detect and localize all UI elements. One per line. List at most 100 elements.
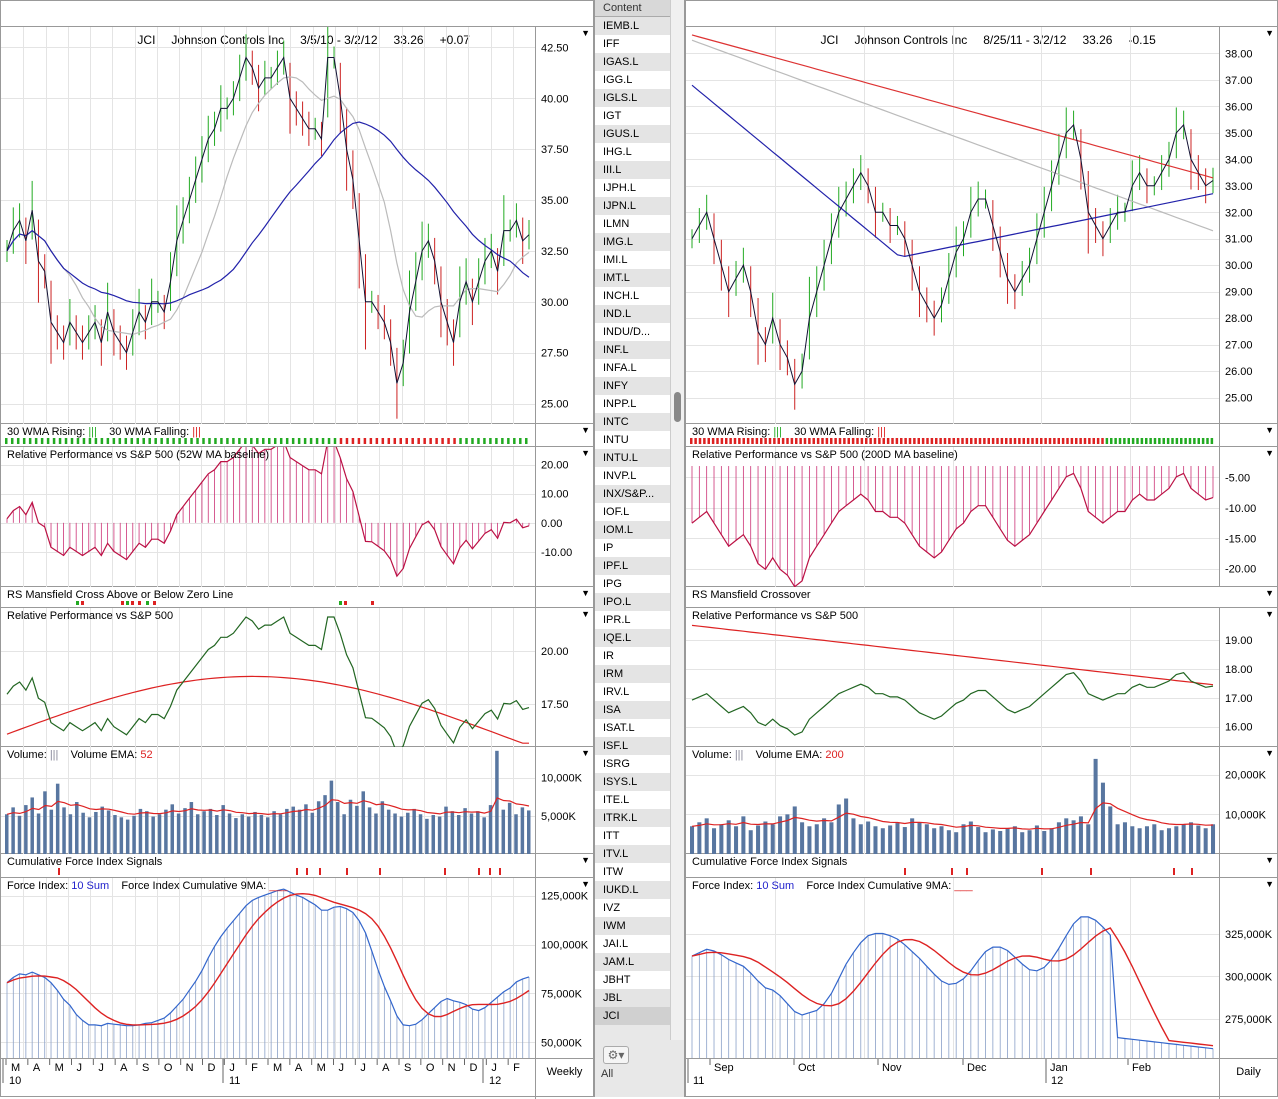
wma-panel[interactable]: 30 WMA Rising: ||| 30 WMA Falling: ||| ▼ xyxy=(686,424,1277,447)
symbol-list-item[interactable]: INTU.L xyxy=(595,449,671,467)
wma-panel[interactable]: 30 WMA Rising: ||| 30 WMA Falling: ||| ▼ xyxy=(1,424,593,447)
symbol-list-item[interactable]: IVZ xyxy=(595,899,671,917)
symbol-list-item[interactable]: INFA.L xyxy=(595,359,671,377)
chevron-down-icon[interactable]: ▼ xyxy=(581,425,590,435)
chevron-down-icon[interactable]: ▼ xyxy=(1265,855,1274,865)
symbol-list-item[interactable]: IGAS.L xyxy=(595,53,671,71)
symbol-list-item[interactable]: INTC xyxy=(595,413,671,431)
symbol-list-item[interactable]: IMT.L xyxy=(595,269,671,287)
symbol-list-item[interactable]: INTU xyxy=(595,431,671,449)
symbol-list-item[interactable]: ISRG xyxy=(595,755,671,773)
chevron-down-icon[interactable]: ▼ xyxy=(1265,879,1274,889)
symbol-list-item[interactable]: IND.L xyxy=(595,305,671,323)
symbol-list-item[interactable]: JCI xyxy=(595,1007,671,1025)
symbol-list-item[interactable]: ITW xyxy=(595,863,671,881)
symbol-list[interactable]: Content IEMB.L IFF IGAS.L IGG.L IGLS.L IGT IGU… xyxy=(595,0,671,1025)
symbol-list-item[interactable]: IOM.L xyxy=(595,521,671,539)
symbol-list-item[interactable]: ITRK.L xyxy=(595,809,671,827)
symbol-list-item[interactable]: INF.L xyxy=(595,341,671,359)
chevron-down-icon[interactable]: ▼ xyxy=(581,609,590,619)
volume-panel[interactable]: Volume: ||| Volume EMA: 200 ▼ 20,000K 10,… xyxy=(686,747,1277,854)
symbol-list-item[interactable]: IGG.L xyxy=(595,71,671,89)
symbol-list-item[interactable]: IPR.L xyxy=(595,611,671,629)
cfi-signals-panel[interactable]: Cumulative Force Index Signals ▼ xyxy=(1,854,593,878)
symbol-list-item[interactable]: ITE.L xyxy=(595,791,671,809)
symbol-list-item[interactable]: IMI.L xyxy=(595,251,671,269)
price-panel[interactable]: ▼ 42.50 40.00 37.50 35.00 32.50 30.00 27.50 25.… xyxy=(1,27,593,424)
symbol-list-item[interactable]: IGLS.L xyxy=(595,89,671,107)
symbol-list-item[interactable]: IWM xyxy=(595,917,671,935)
wma-mark xyxy=(882,438,885,444)
symbol-list-item[interactable]: INFY xyxy=(595,377,671,395)
symbol-list-item[interactable]: IPF.L xyxy=(595,557,671,575)
chevron-down-icon[interactable]: ▼ xyxy=(581,28,590,38)
symbol-list-item[interactable]: IRM xyxy=(595,665,671,683)
symbol-list-item[interactable]: IJPN.L xyxy=(595,197,671,215)
symbol-list-item[interactable]: III.L xyxy=(595,161,671,179)
symbol-list-item[interactable]: IGUS.L xyxy=(595,125,671,143)
symbol-list-item[interactable]: IMG.L xyxy=(595,233,671,251)
relperf-panel[interactable]: Relative Performance vs S&P 500 ▼ 19.00 1… xyxy=(686,608,1277,747)
chevron-down-icon[interactable]: ▼ xyxy=(1265,448,1274,458)
symbol-list-item[interactable]: ISA xyxy=(595,701,671,719)
symbol-list-item[interactable]: IR xyxy=(595,647,671,665)
symbol-list-item[interactable]: IPG xyxy=(595,575,671,593)
symbol-list-item[interactable]: JAM.L xyxy=(595,953,671,971)
symbol-list-item[interactable]: INX/S&P... xyxy=(595,485,671,503)
gear-icon[interactable]: ⚙▾ xyxy=(603,1046,629,1064)
symbol-list-item[interactable]: IJPH.L xyxy=(595,179,671,197)
relperf-ma-panel[interactable]: Relative Performance vs S&P 500 (52W MA … xyxy=(1,447,593,587)
force-panel[interactable]: Force Index: 10 Sum Force Index Cumulati… xyxy=(1,878,593,1058)
symbol-list-item[interactable]: INVP.L xyxy=(595,467,671,485)
symbol-list-item[interactable]: ITT xyxy=(595,827,671,845)
relperf-ma-panel[interactable]: Relative Performance vs S&P 500 (200D MA… xyxy=(686,447,1277,587)
symbol-list-item[interactable]: IP xyxy=(595,539,671,557)
symbol-list-item[interactable]: INPP.L xyxy=(595,395,671,413)
relperf-panel[interactable]: Relative Performance vs S&P 500 ▼ 20.00 1… xyxy=(1,608,593,747)
chevron-down-icon[interactable]: ▼ xyxy=(581,879,590,889)
symbol-list-item[interactable]: IHG.L xyxy=(595,143,671,161)
chevron-down-icon[interactable]: ▼ xyxy=(581,855,590,865)
chevron-down-icon[interactable]: ▼ xyxy=(581,448,590,458)
chevron-down-icon[interactable]: ▼ xyxy=(1265,425,1274,435)
period-selector[interactable]: Weekly xyxy=(535,1059,593,1099)
daily-chart-pane[interactable]: JCI Johnson Controls Inc 8/25/11 - 3/2/12 3… xyxy=(685,0,1278,1099)
chevron-down-icon[interactable]: ▼ xyxy=(1265,588,1274,598)
symbol-list-item[interactable]: JAI.L xyxy=(595,935,671,953)
chevron-down-icon[interactable]: ▼ xyxy=(1265,609,1274,619)
symbol-list-item[interactable]: ITV.L xyxy=(595,845,671,863)
symbol-list-item[interactable]: IOF.L xyxy=(595,503,671,521)
list-header[interactable]: Content xyxy=(595,0,671,17)
price-panel[interactable]: ▼ 38.00 37.00 36.00 35.00 34.00 33.00 32.00 31.… xyxy=(686,27,1277,424)
symbol-list-item[interactable]: IFF xyxy=(595,35,671,53)
period-selector[interactable]: Daily xyxy=(1219,1059,1277,1099)
symbol-list-item[interactable]: JBHT xyxy=(595,971,671,989)
symbol-list-item[interactable]: ISF.L xyxy=(595,737,671,755)
force-panel[interactable]: Force Index: 10 Sum Force Index Cumulati… xyxy=(686,878,1277,1058)
mansfield-panel[interactable]: RS Mansfield Crossover ▼ xyxy=(686,587,1277,608)
symbol-list-item[interactable]: ISAT.L xyxy=(595,719,671,737)
symbol-list-item[interactable]: INDU/D... xyxy=(595,323,671,341)
symbol-list-item[interactable]: JBL xyxy=(595,989,671,1007)
chevron-down-icon[interactable]: ▼ xyxy=(1265,28,1274,38)
cfi-signals-panel[interactable]: Cumulative Force Index Signals ▼ xyxy=(686,854,1277,878)
symbol-list-item[interactable]: IGT xyxy=(595,107,671,125)
volume-panel[interactable]: Volume: ||| Volume EMA: 52 ▼ 10,000K 5,00… xyxy=(1,747,593,854)
symbol-list-item[interactable]: IRV.L xyxy=(595,683,671,701)
symbol-list-item[interactable]: IUKD.L xyxy=(595,881,671,899)
symbol-list-panel[interactable]: Content IEMB.L IFF IGAS.L IGG.L IGLS.L IGT IGU… xyxy=(594,0,685,1097)
chevron-down-icon[interactable]: ▼ xyxy=(581,588,590,598)
mansfield-panel[interactable]: RS Mansfield Cross Above or Below Zero L… xyxy=(1,587,593,608)
filter-label[interactable]: All xyxy=(601,1068,614,1080)
scrollbar-thumb[interactable] xyxy=(674,392,681,422)
symbol-list-item[interactable]: IPO.L xyxy=(595,593,671,611)
symbol-list-item[interactable]: ISYS.L xyxy=(595,773,671,791)
weekly-chart-pane[interactable]: JCI Johnson Controls Inc 3/5/10 - 3/2/12 33… xyxy=(0,0,594,1099)
symbol-list-item[interactable]: IEMB.L xyxy=(595,17,671,35)
chevron-down-icon[interactable]: ▼ xyxy=(581,748,590,758)
symbol-list-item[interactable]: INCH.L xyxy=(595,287,671,305)
symbol-list-item[interactable]: ILMN xyxy=(595,215,671,233)
chevron-down-icon[interactable]: ▼ xyxy=(1265,748,1274,758)
symbol-list-item[interactable]: IQE.L xyxy=(595,629,671,647)
scrollbar[interactable] xyxy=(670,0,684,1040)
